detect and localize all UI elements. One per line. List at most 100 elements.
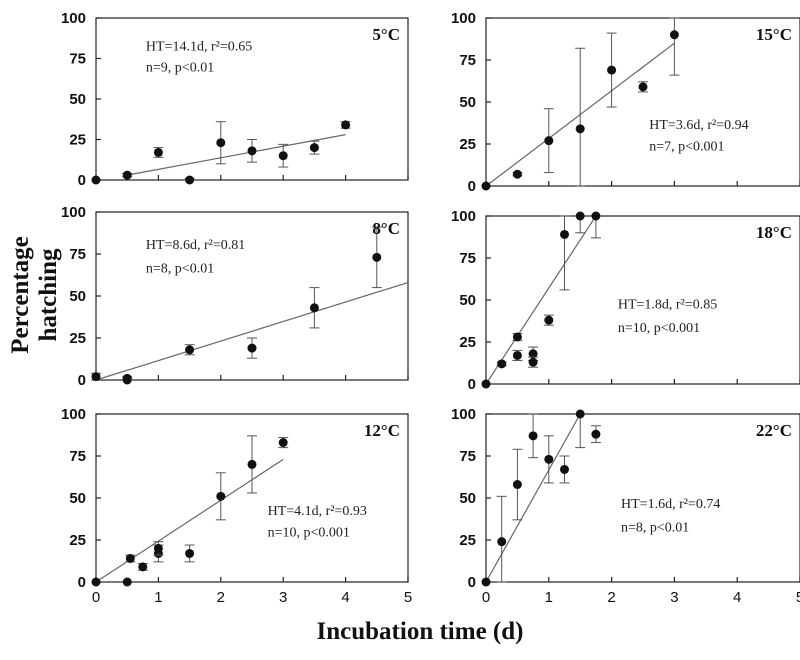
significance-annotation: n=9, p<0.01 <box>146 60 214 75</box>
y-tick-label: 75 <box>459 52 476 69</box>
data-point <box>575 409 585 419</box>
x-tick-label: 4 <box>341 589 349 606</box>
y-tick-label: 50 <box>69 91 86 108</box>
data-point <box>544 136 554 146</box>
data-point <box>497 537 507 547</box>
x-tick-label: 1 <box>154 589 162 606</box>
data-point <box>91 372 101 382</box>
data-point <box>125 553 135 563</box>
stats-annotation: HT=3.6d, r²=0.94 <box>649 118 748 133</box>
temperature-label: 12°C <box>364 421 400 440</box>
data-point <box>591 429 601 439</box>
y-tick-label: 25 <box>459 334 476 351</box>
y-tick-label: 50 <box>69 288 86 305</box>
data-point <box>247 146 257 156</box>
stats-annotation: HT=14.1d, r²=0.65 <box>146 39 252 54</box>
y-tick-label: 0 <box>78 172 86 189</box>
y-axis-title: Percentage hatching <box>7 236 62 354</box>
data-point <box>481 577 491 587</box>
significance-annotation: n=8, p<0.01 <box>146 261 214 276</box>
y-tick-label: 100 <box>451 406 476 423</box>
panel-5: 0 25 50 75 100 0 1 2 3 4 5 22°C HT=1.6d, r²=0.74 n=8,… <box>451 406 800 606</box>
data-point <box>138 562 148 572</box>
data-point <box>185 345 195 355</box>
y-tick-label: 75 <box>459 448 476 465</box>
data-point <box>512 480 522 490</box>
data-point <box>591 211 601 221</box>
y-tick-label: 25 <box>69 330 86 347</box>
data-point <box>528 357 538 367</box>
y-tick-label: 100 <box>451 10 476 27</box>
data-point <box>544 315 554 325</box>
y-tick-label: 0 <box>468 376 476 393</box>
y-tick-label: 50 <box>459 94 476 111</box>
temperature-label: 22°C <box>756 421 792 440</box>
data-point <box>216 491 226 501</box>
data-point <box>91 175 101 185</box>
y-tick-label: 0 <box>78 372 86 389</box>
error-bar <box>575 47 586 187</box>
regression-line <box>485 215 597 385</box>
data-point <box>91 577 101 587</box>
data-point <box>153 147 163 157</box>
x-tick-label: 2 <box>217 589 225 606</box>
data-point <box>216 138 226 148</box>
data-point <box>247 343 257 353</box>
data-point <box>638 82 648 92</box>
y-tick-label: 75 <box>69 448 86 465</box>
data-point <box>122 577 132 587</box>
y-tick-label: 25 <box>69 132 86 149</box>
regression-line <box>95 458 284 583</box>
data-point <box>544 454 554 464</box>
y-tick-label: 75 <box>69 246 86 263</box>
stats-annotation: HT=1.6d, r²=0.74 <box>621 497 720 512</box>
stats-annotation: HT=8.6d, r²=0.81 <box>146 238 245 253</box>
y-tick-label: 50 <box>459 292 476 309</box>
y-tick-label: 100 <box>451 208 476 225</box>
x-tick-label: 3 <box>279 589 287 606</box>
stats-annotation: HT=4.1d, r²=0.93 <box>268 504 367 519</box>
data-point <box>560 464 569 474</box>
data-point <box>560 229 569 239</box>
data-point <box>278 151 288 161</box>
data-point <box>481 379 491 389</box>
error-bar <box>559 215 570 291</box>
x-tick-label: 0 <box>482 589 490 606</box>
y-tick-label: 25 <box>459 136 476 153</box>
y-tick-label: 100 <box>61 406 86 423</box>
panel-2: 0 25 50 75 100 8°C HT=8.6d, r²=0.81 n=8, p<0.01 <box>61 204 409 389</box>
data-point <box>122 170 132 180</box>
data-point <box>309 143 319 153</box>
significance-annotation: n=10, p<0.001 <box>618 321 700 336</box>
data-point <box>669 30 679 40</box>
stats-annotation: HT=1.8d, r²=0.85 <box>618 297 717 312</box>
panel-0: 0 25 50 75 100 5°C HT=14.1d, r²=0.65 n=9, p<0.0… <box>61 10 409 189</box>
data-point <box>309 303 319 313</box>
x-tick-label: 5 <box>796 589 800 606</box>
significance-annotation: n=10, p<0.001 <box>268 526 350 541</box>
data-point <box>185 175 195 185</box>
panel-1: 0 25 50 75 100 15°C HT=3.6d, r²=0.94 n=7, p<0.0… <box>451 10 800 195</box>
y-tick-label: 75 <box>459 250 476 267</box>
temperature-label: 15°C <box>756 25 792 44</box>
y-tick-label: 0 <box>468 178 476 195</box>
panel-4: 0 25 50 75 100 0 1 2 3 4 5 12°C HT=4.1d, r²=0.93 n=10… <box>61 406 412 606</box>
data-point <box>607 65 617 75</box>
y-tick-label: 50 <box>459 490 476 507</box>
data-point <box>481 181 491 191</box>
data-point <box>185 548 195 558</box>
x-tick-label: 2 <box>607 589 615 606</box>
data-point <box>372 252 382 262</box>
y-tick-label: 50 <box>69 490 86 507</box>
data-point <box>575 211 585 221</box>
x-tick-label: 1 <box>545 589 553 606</box>
y-tick-label: 25 <box>459 532 476 549</box>
y-tick-label: 100 <box>61 10 86 27</box>
y-tick-label: 0 <box>468 574 476 591</box>
data-point <box>512 169 522 179</box>
data-point <box>528 349 538 359</box>
regression-line <box>95 281 409 381</box>
x-axis-title: Incubation time (d) <box>316 618 524 645</box>
data-point <box>575 124 585 134</box>
